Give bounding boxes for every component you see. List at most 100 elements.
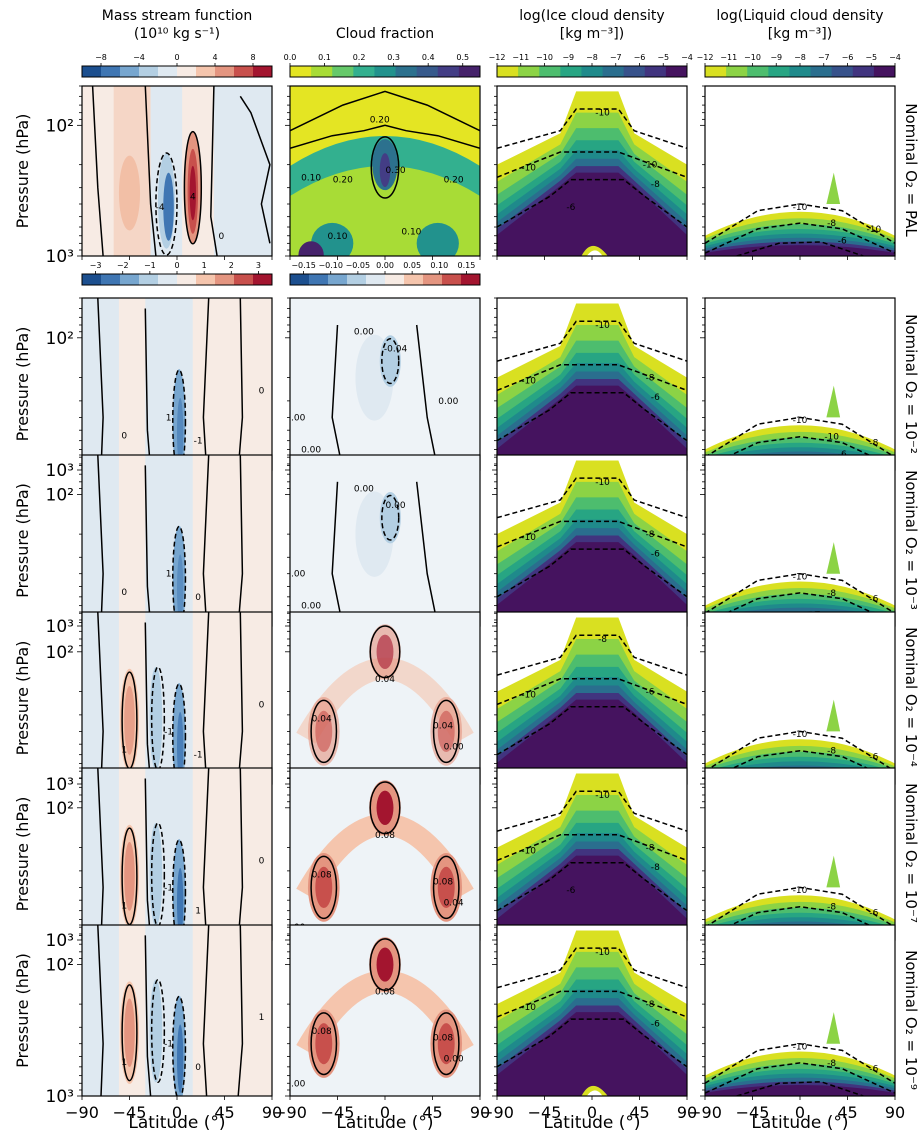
colorbar-cloud-fraction-diff-tick-label: −0.15: [291, 261, 316, 270]
negative-core: [163, 172, 174, 241]
colorbar-streamfunction-diff-segment: [215, 274, 235, 285]
contour-line: [497, 834, 687, 862]
colorbar-liquid-tick-label: −7: [818, 53, 830, 62]
cloud-core-max: [379, 153, 391, 188]
zero-line: [202, 612, 210, 784]
contour-label: 1: [259, 1013, 265, 1023]
colorbar-ice: −12 −11 −10 −9 −8 −7 −6 −5 −4: [489, 53, 693, 78]
zero-line: [202, 298, 210, 470]
contour-label: 0: [259, 856, 265, 866]
band: [82, 298, 119, 470]
contour-label: 0.04: [312, 715, 332, 725]
contour-label: -8: [646, 374, 655, 384]
contour-line: [497, 548, 687, 598]
colorbar-liquid-segment: [705, 66, 727, 77]
colorbar-liquid-segment: [768, 66, 790, 77]
contour-positive: [369, 781, 401, 835]
row5-label: Nominal O₂ = 10⁻⁷: [902, 783, 920, 923]
liquid-spike: [826, 855, 841, 888]
x-tick-label: 0: [380, 1103, 390, 1122]
x-tick-label: −90: [480, 1103, 514, 1122]
colorbar-cloud-fraction-diff-tick-label: 0.05: [403, 261, 421, 270]
colorbar-cloud-fraction-segment: [437, 66, 460, 77]
x-tick-label: −45: [113, 1103, 147, 1122]
cloud-low: [416, 222, 459, 256]
contour-label: -6: [566, 203, 575, 213]
colorbar-liquid-segment: [726, 66, 748, 77]
band: [118, 455, 146, 626]
colorbar-cloud-fraction-diff-tick-label: 0.15: [458, 261, 476, 270]
contour-line: [497, 391, 687, 442]
contour-line: [290, 124, 480, 150]
y-tick-label: 10²: [46, 329, 74, 349]
x-tick-label: 90: [885, 1103, 905, 1122]
colorbar-streamfunction-diff-segment: [158, 274, 178, 285]
contour-label: 0: [195, 1063, 201, 1073]
zero-line: [237, 768, 244, 940]
streamfunction-panel: -4 4 0: [82, 86, 272, 256]
band: [82, 455, 119, 626]
colorbar-streamfunction-diff: −3 −2 −1 0 1 2 3: [81, 261, 273, 286]
x-tick-label: −90: [65, 1103, 99, 1122]
zero-line: [97, 768, 104, 940]
contour-line: [705, 730, 895, 772]
contour-line: [705, 749, 895, 782]
contour-label: 0.00: [444, 742, 464, 752]
contour-label: -10: [793, 730, 808, 740]
col4-title-line2: [kg m⁻³]): [768, 26, 832, 42]
x-label-col1: Latitude (°): [128, 1113, 225, 1133]
contour-line: [705, 886, 895, 928]
positive-cell: [210, 668, 228, 772]
panel-frame: 10² 10³ Pressure (hPa) −90 −45 0 45 90: [13, 924, 282, 1122]
colorbar-streamfunction-tick-label: 0: [174, 53, 179, 62]
colorbar-liquid-segment: [747, 66, 769, 77]
x-tick-label: 0: [587, 1103, 597, 1122]
band: [82, 925, 119, 1096]
colorbar-streamfunction-diff-segment: [177, 274, 197, 285]
streamfunction-panel: 1 -1 1 0: [82, 768, 272, 940]
contour-label: -10: [793, 203, 808, 213]
row3-label: Nominal O₂ = 10⁻³: [902, 470, 920, 610]
colorbar-liquid-segment: [873, 66, 896, 77]
column-titles: Mass stream function (10¹⁰ kg s⁻¹) Cloud…: [102, 8, 884, 42]
zero-line: [202, 925, 210, 1096]
contour-label: -10: [867, 225, 882, 235]
contour-line: [497, 705, 687, 756]
contour-label: 0.00: [438, 397, 458, 407]
positive-core: [124, 998, 135, 1067]
x-tick-label: −45: [321, 1103, 355, 1122]
y-axis-label: Pressure (hPa): [13, 641, 32, 756]
positive-core: [315, 710, 333, 753]
contour-label: 0.04: [375, 675, 395, 685]
colorbar-liquid-tick-label: −5: [865, 53, 877, 62]
contour-label: 0.00: [386, 501, 406, 511]
density-layer: [497, 855, 687, 940]
y-tick-label: 10³: [46, 775, 74, 795]
contour-label: -10: [793, 1042, 808, 1052]
liquid-density-panel: -10 -8 -6: [705, 925, 895, 1096]
contour-label: 0.00: [354, 485, 374, 495]
y-tick-label: 10³: [46, 461, 74, 481]
colorbar-ice-segment: [644, 66, 667, 77]
contour-label: 1: [166, 570, 172, 580]
contour-label: -10: [595, 791, 610, 801]
positive-core: [376, 634, 394, 669]
band: [145, 298, 193, 470]
colorbar-streamfunction-tick-label: 8: [250, 53, 255, 62]
contour-label: 0: [259, 700, 265, 710]
panel-frame: −90 −45 0 45 90: [480, 924, 697, 1122]
ice-density-panel: -10 -10 -8 -6: [497, 925, 687, 1096]
contour-label: -10: [793, 416, 808, 426]
colorbar-ice-segment: [665, 66, 688, 77]
colorbar-streamfunction-segment: [196, 66, 216, 77]
contour-label: -10: [793, 572, 808, 582]
positive-core-max: [189, 165, 196, 221]
zero-line: [237, 298, 244, 470]
contour-label: -8: [869, 439, 878, 449]
colorbar-cloud-fraction-diff-segment: [290, 274, 310, 285]
colorbar-cloud-fraction-diff-segment: [328, 274, 348, 285]
contour-label: 0.04: [433, 721, 453, 731]
contour-label: -1: [194, 751, 203, 761]
x-label-col4: Latitude (°): [751, 1113, 848, 1133]
contour-positive: [432, 1012, 460, 1076]
